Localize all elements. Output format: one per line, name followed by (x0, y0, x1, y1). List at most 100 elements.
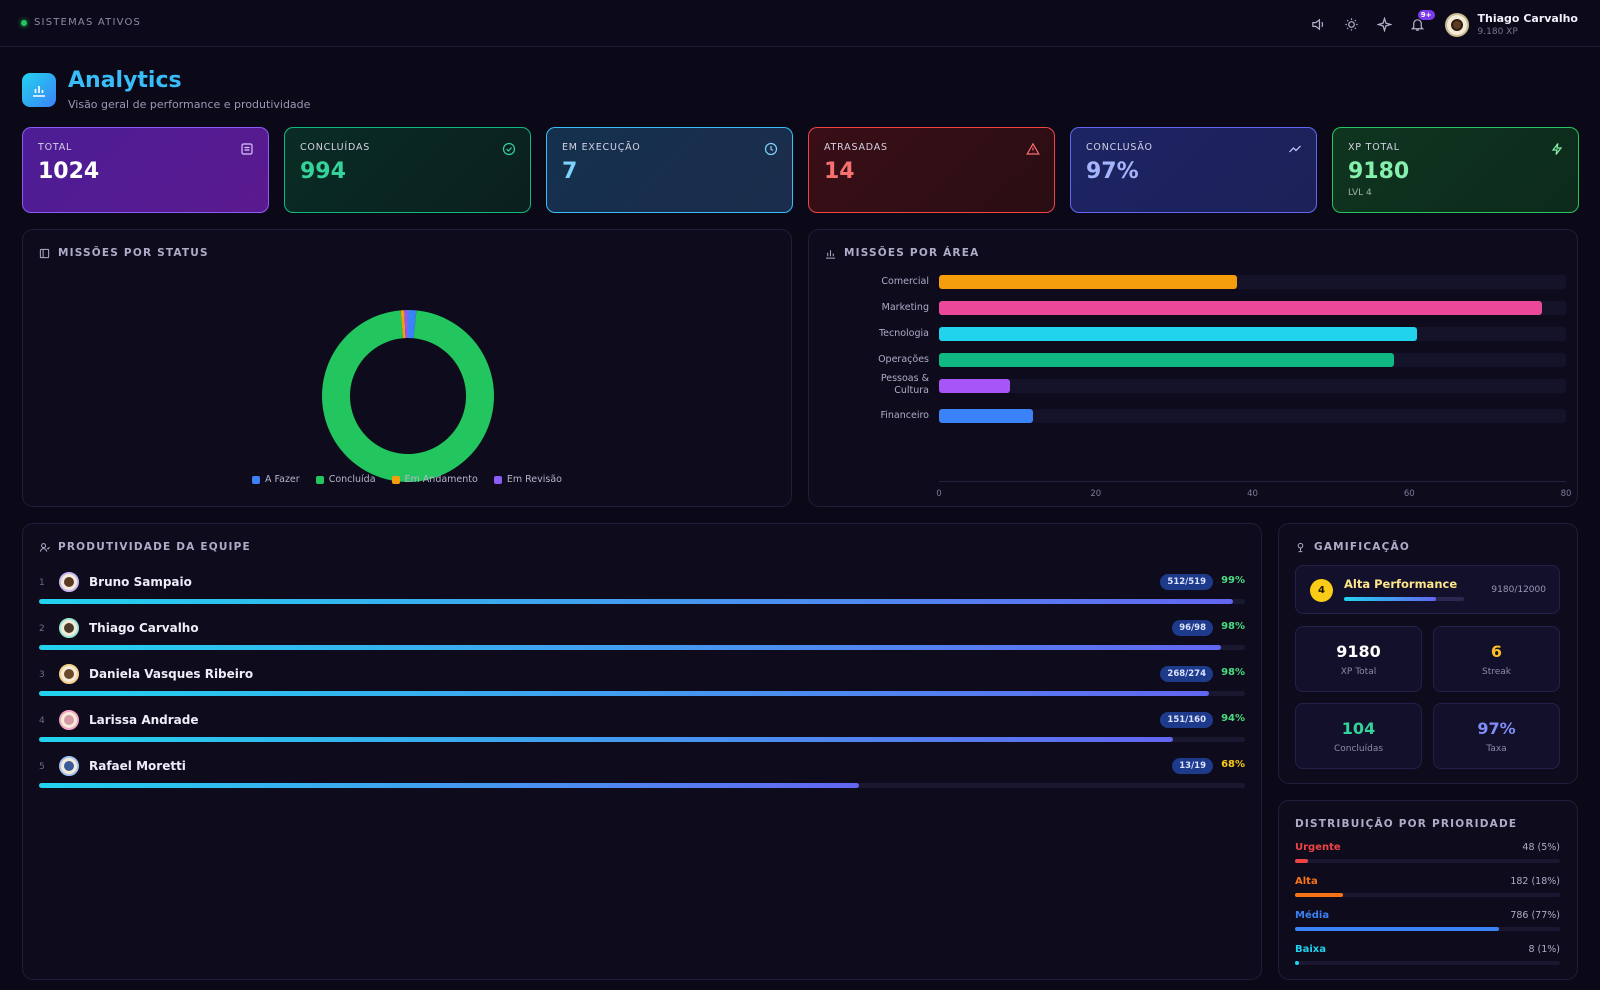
area-bar[interactable] (939, 301, 1543, 315)
team-row[interactable]: 4 Larissa Andrade 151/160 94% (39, 710, 1245, 750)
gamification-stat-tile: 6 Streak (1433, 626, 1560, 692)
system-status: SISTEMAS ATIVOS (21, 17, 141, 28)
area-bar[interactable] (939, 275, 1237, 289)
gamification-stat-tile: 104 Concluídas (1295, 703, 1422, 769)
member-avatar (59, 618, 79, 638)
legend-swatch (493, 475, 502, 484)
legend-item[interactable]: Em Revisão (493, 474, 562, 485)
priority-value: 48 (5%) (1522, 842, 1560, 853)
area-bar-track (939, 275, 1566, 289)
x-tick-label: 80 (1560, 489, 1572, 499)
member-ratio-badge: 96/98 (1172, 620, 1213, 636)
x-axis-line (939, 481, 1566, 482)
member-percent: 98% (1221, 667, 1245, 678)
team-rank: 4 (39, 716, 45, 726)
area-bar[interactable] (939, 409, 1034, 423)
status-donut-chart (322, 310, 494, 482)
x-tick-label: 40 (1247, 489, 1258, 499)
donut-slice (408, 310, 417, 339)
legend-label: A Fazer (265, 474, 300, 485)
trophy-icon (1297, 542, 1304, 552)
clock-icon (764, 142, 778, 156)
status-legend: A Fazer Concluída Em Andamento Em Revisão (23, 474, 791, 485)
sun-icon[interactable] (1341, 14, 1363, 36)
priority-label: Alta (1295, 876, 1318, 887)
area-bar[interactable] (939, 327, 1418, 341)
priority-track (1295, 859, 1560, 863)
team-rank: 2 (39, 624, 45, 634)
area-bar[interactable] (939, 379, 1010, 393)
level-xp-progress: 9180/12000 (1491, 585, 1546, 595)
gamification-title: GAMIFICAÇÃO (1314, 541, 1410, 553)
member-progress-fill (39, 691, 1209, 696)
area-bar-row: Pessoas & Cultura (809, 373, 1569, 396)
level-title: Alta Performance (1344, 577, 1458, 591)
stat-label: XP TOTAL (1348, 142, 1400, 153)
top-bar: SISTEMAS ATIVOS 9+ Thiago Carvalho 9.180… (0, 0, 1600, 47)
member-progress-track (39, 645, 1245, 650)
stat-label: ATRASADAS (824, 142, 888, 153)
page-header: Analytics Visão geral de performance e p… (22, 69, 310, 111)
area-bar[interactable] (939, 353, 1394, 367)
priority-title: DISTRIBUIÇÃO POR PRIORIDADE (1295, 818, 1518, 830)
member-progress-fill (39, 783, 860, 788)
layout-icon (39, 248, 50, 258)
notification-badge: 9+ (1417, 9, 1435, 20)
member-progress-fill (39, 645, 1221, 650)
donut-slice (404, 310, 408, 339)
user-name: Thiago Carvalho (1477, 12, 1578, 25)
member-name: Thiago Carvalho (89, 621, 199, 635)
legend-item[interactable]: A Fazer (252, 474, 300, 485)
tile-label: XP Total (1340, 667, 1377, 677)
document-icon (241, 143, 253, 155)
bell-icon[interactable]: 9+ (1407, 9, 1435, 36)
legend-swatch (315, 475, 324, 484)
team-row[interactable]: 3 Daniela Vasques Ribeiro 268/274 98% (39, 664, 1245, 704)
tile-label: Taxa (1486, 744, 1507, 754)
legend-item[interactable]: Concluída (315, 474, 376, 485)
legend-label: Em Revisão (506, 474, 562, 485)
stat-value: 1024 (38, 159, 100, 184)
priority-label: Média (1295, 910, 1330, 921)
volume-icon[interactable] (1308, 14, 1330, 36)
trend-icon (1289, 145, 1301, 153)
stat-value: 14 (824, 159, 855, 184)
member-progress-track (39, 599, 1245, 604)
stat-card-concluidas: CONCLUÍDAS 994 (284, 127, 531, 213)
member-percent: 68% (1221, 759, 1245, 770)
priority-row: Alta 182 (18%) (1295, 876, 1560, 904)
member-progress-fill (39, 599, 1233, 604)
user-avatar[interactable] (1444, 12, 1469, 37)
stat-card-total: TOTAL 1024 (22, 127, 269, 213)
sparkle-icon[interactable] (1374, 14, 1396, 36)
priority-value: 8 (1%) (1528, 944, 1560, 955)
priority-fill (1295, 961, 1299, 965)
page-subtitle: Visão geral de performance e produtivida… (68, 98, 311, 111)
gamification-stat-tile: 97% Taxa (1433, 703, 1560, 769)
area-bar-label: Operações (878, 354, 929, 365)
member-percent: 94% (1221, 713, 1245, 724)
member-avatar (59, 710, 79, 730)
legend-item[interactable]: Em Andamento (391, 474, 478, 485)
check-circle-icon (502, 142, 516, 156)
donut-slice (400, 310, 406, 339)
priority-fill (1295, 893, 1343, 897)
tile-value: 6 (1490, 642, 1503, 661)
member-percent: 99% (1221, 575, 1245, 586)
stat-label: CONCLUSÃO (1086, 142, 1153, 153)
stat-label: EM EXECUÇÃO (562, 142, 641, 153)
team-row[interactable]: 1 Bruno Sampaio 512/519 99% (39, 572, 1245, 612)
tile-value: 97% (1477, 719, 1516, 738)
stat-card-em-execucao: EM EXECUÇÃO 7 (546, 127, 793, 213)
team-row[interactable]: 2 Thiago Carvalho 96/98 98% (39, 618, 1245, 658)
priority-row: Urgente 48 (5%) (1295, 842, 1560, 870)
status-panel-title: MISSÕES POR STATUS (58, 247, 209, 259)
bolt-icon (1551, 143, 1563, 155)
member-ratio-badge: 268/274 (1160, 666, 1213, 682)
team-row[interactable]: 5 Rafael Moretti 13/19 68% (39, 756, 1245, 796)
member-progress-track (39, 737, 1245, 742)
area-bar-label: Marketing (881, 302, 929, 313)
user-info[interactable]: Thiago Carvalho 9.180 XP (1478, 12, 1578, 37)
x-tick-label: 0 (936, 489, 942, 499)
member-ratio-badge: 13/19 (1172, 758, 1213, 774)
